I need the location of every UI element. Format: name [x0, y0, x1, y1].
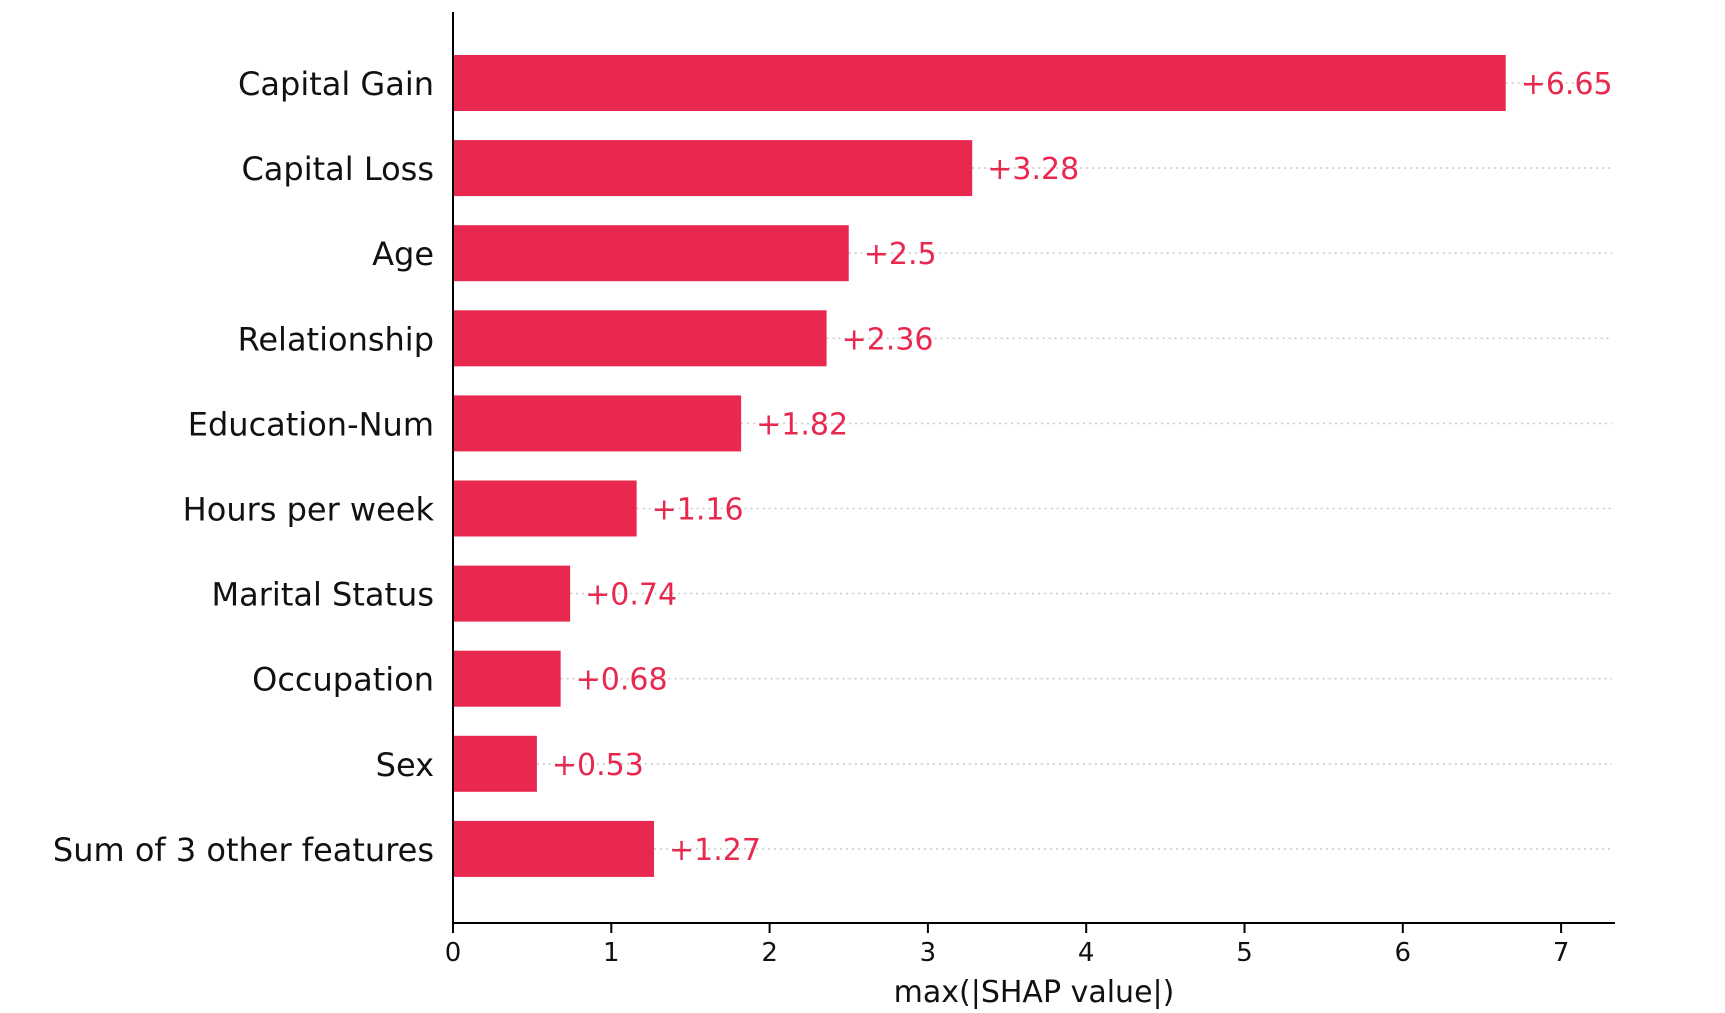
axes	[452, 12, 1615, 924]
x-tick-label: 0	[445, 938, 462, 968]
category-label: Hours per week	[183, 491, 435, 529]
x-tick-label: 6	[1395, 938, 1412, 968]
bar	[453, 395, 742, 452]
bar	[453, 735, 537, 792]
category-label: Capital Loss	[241, 150, 434, 188]
value-label: +1.82	[756, 407, 848, 442]
bar	[453, 820, 655, 877]
x-ticks: 0 1 2 3 4 5 6 7	[445, 923, 1570, 968]
category-label: Relationship	[238, 320, 434, 358]
x-tick-label: 5	[1236, 938, 1253, 968]
x-tick-label: 2	[761, 938, 778, 968]
value-label: +2.5	[864, 237, 937, 272]
value-label: +1.16	[652, 493, 744, 528]
value-label: +0.68	[576, 663, 668, 698]
value-label: +1.27	[669, 833, 761, 868]
value-label: +0.74	[585, 578, 677, 613]
bars	[453, 55, 1506, 877]
bar	[453, 565, 571, 622]
bar	[453, 55, 1506, 111]
x-tick-label: 4	[1078, 938, 1095, 968]
x-tick-label: 7	[1553, 938, 1570, 968]
value-label: +2.36	[842, 322, 934, 357]
bar	[453, 225, 849, 282]
category-label: Education-Num	[188, 405, 434, 443]
bar	[453, 650, 561, 707]
value-labels: +6.65 +3.28 +2.5 +2.36 +1.82 +1.16 +0.74 +0.68 +…	[552, 67, 1613, 868]
category-label: Sum of 3 other features	[53, 831, 434, 869]
row-guides	[536, 82, 1612, 850]
x-axis-label: max(|SHAP value|)	[894, 975, 1175, 1009]
category-label: Sex	[376, 746, 434, 784]
value-label: +0.53	[552, 748, 644, 783]
x-tick-label: 1	[603, 938, 620, 968]
bar	[453, 310, 827, 367]
x-tick-label: 3	[920, 938, 937, 968]
category-label: Capital Gain	[238, 65, 434, 103]
category-label: Occupation	[252, 661, 434, 699]
category-label: Age	[372, 235, 434, 273]
category-label: Marital Status	[212, 576, 434, 614]
category-labels: Capital Gain Capital Loss Age Relationship E…	[53, 65, 435, 869]
bar	[453, 140, 973, 197]
bar	[453, 480, 637, 537]
value-label: +3.28	[987, 152, 1079, 187]
value-label: +6.65	[1521, 67, 1613, 102]
